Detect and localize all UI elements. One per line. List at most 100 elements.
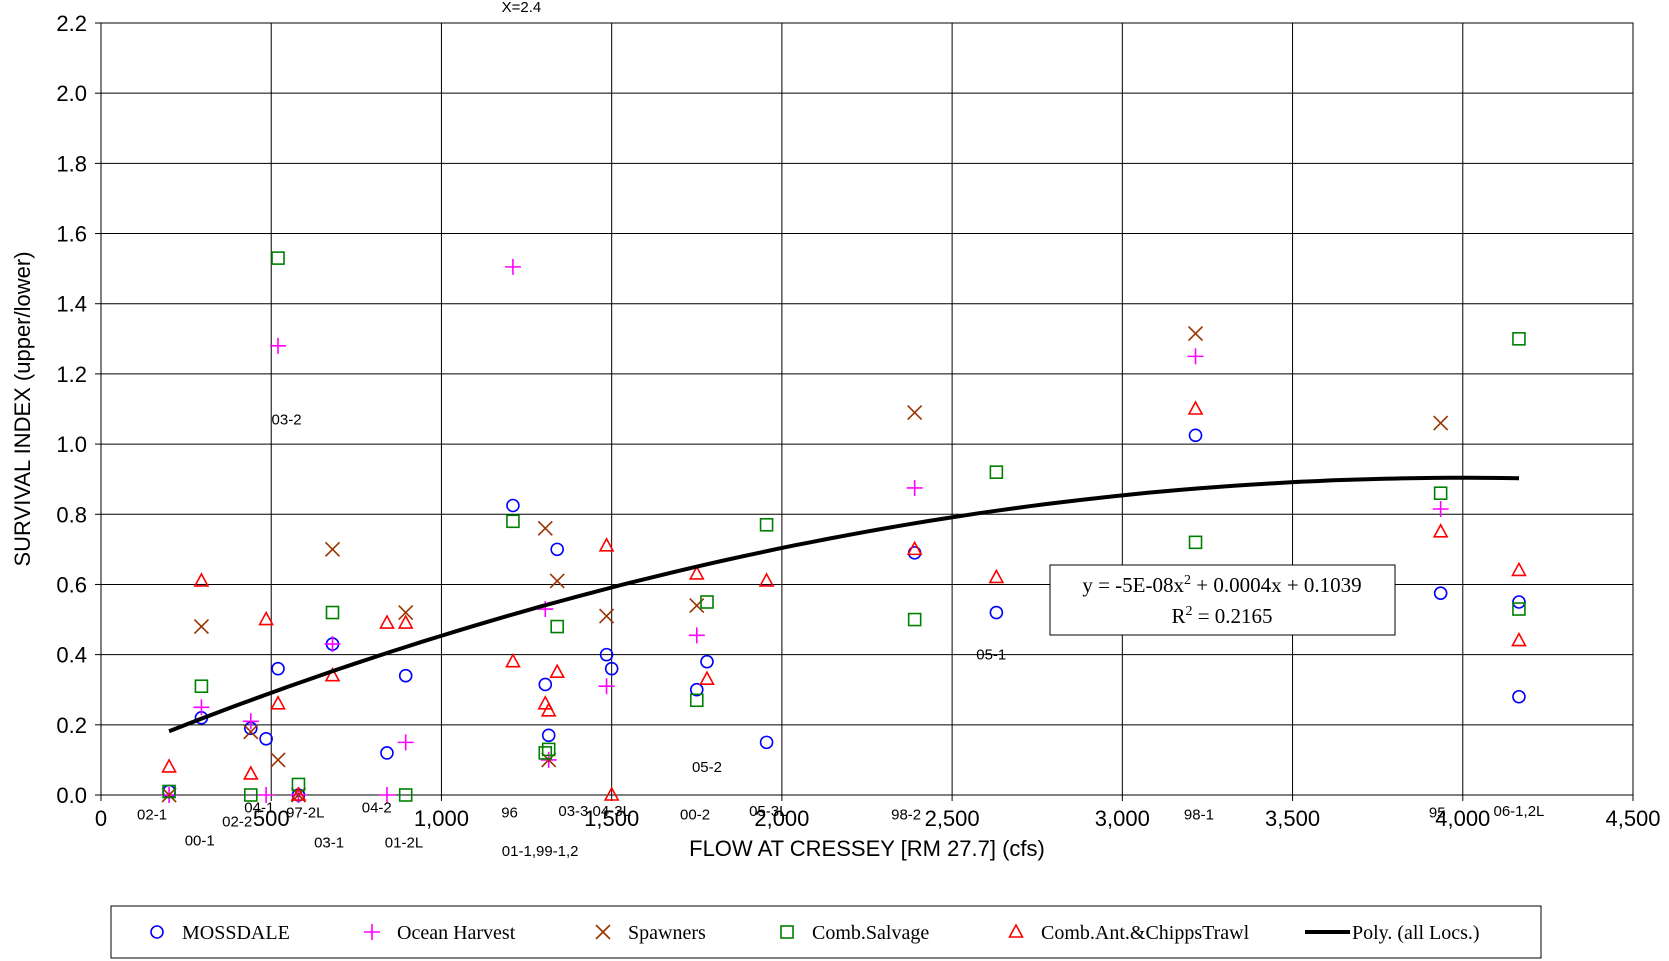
- series-triangle: [161, 400, 1527, 801]
- y-tick-label: 0.2: [56, 713, 87, 738]
- point-label: X=2.4: [502, 0, 542, 16]
- legend-marker-triangle: [1008, 923, 1024, 938]
- data-point-triangle: [1187, 400, 1204, 415]
- data-point-circle: [689, 682, 704, 697]
- data-point-circle: [271, 661, 285, 676]
- point-label: 03-2: [272, 412, 302, 429]
- equation-box-frame: [1049, 564, 1396, 636]
- legend-label: Comb.Salvage: [812, 922, 929, 944]
- equation-part: + 0.0004x + 0.1039: [1191, 573, 1362, 597]
- data-point-square: [325, 605, 340, 620]
- data-point-circle: [1188, 428, 1203, 443]
- data-point-plus: [378, 787, 395, 803]
- series-x: [161, 325, 1449, 803]
- data-point-triangle: [270, 695, 286, 710]
- data-point-square: [989, 465, 1004, 479]
- data-point-triangle: [540, 702, 557, 717]
- y-tick-label: 0.6: [56, 572, 87, 597]
- x-tick-label: 3,000: [1095, 806, 1150, 831]
- data-point-square: [700, 595, 714, 609]
- legend-label: MOSSDALE: [182, 922, 290, 944]
- data-point-triangle: [324, 667, 341, 682]
- legend-frame: [110, 905, 1542, 959]
- data-point-triangle: [688, 565, 705, 580]
- point-label: 00-1: [185, 833, 215, 850]
- x-axis-title: FLOW AT CRESSEY [RM 27.7] (cfs): [689, 836, 1045, 861]
- data-point-circle: [1512, 595, 1526, 609]
- data-point-plus: [504, 258, 521, 275]
- point-label: 98-1: [1184, 806, 1214, 823]
- data-point-plus: [397, 734, 414, 751]
- data-point-triangle: [758, 572, 775, 587]
- data-point-square: [194, 679, 209, 694]
- r-squared-part: R: [1171, 604, 1185, 628]
- x-tick-label: 2,000: [754, 806, 809, 831]
- x-tick-label: 4,500: [1605, 806, 1660, 831]
- data-point-triangle: [1511, 631, 1527, 647]
- equation-box: y = -5E-08x2 + 0.0004x + 0.1039 R2 = 0.2…: [1049, 564, 1396, 636]
- series-circle: [162, 428, 1526, 802]
- data-point-square: [291, 777, 306, 792]
- data-point-circle: [550, 542, 564, 557]
- x-tick-label: 3,500: [1265, 806, 1320, 831]
- x-tick-label: 0: [95, 806, 107, 831]
- legend-label: Ocean Harvest: [397, 922, 516, 944]
- y-axis-ticks: 0.0 0.2 0.4 0.6 0.8 1.0 1.2 1.4 1.6 1.8 2.0 2.2: [56, 11, 101, 808]
- data-point-x: [324, 541, 341, 557]
- point-label: 04-2: [362, 799, 392, 816]
- point-label: 00-2: [680, 806, 710, 823]
- equation-text: y = -5E-08x2 + 0.0004x + 0.1039: [1082, 573, 1361, 597]
- data-point-square: [550, 619, 564, 634]
- data-point-x: [598, 608, 615, 624]
- y-tick-label: 0.8: [56, 502, 87, 527]
- point-label: 01-1,99-1,2: [502, 843, 579, 860]
- point-label: 02-2: [222, 813, 252, 830]
- legend-marker-x: [595, 924, 611, 940]
- data-point-plus: [598, 678, 615, 695]
- data-point-circle: [599, 647, 614, 662]
- data-point-circle: [700, 654, 714, 669]
- point-label: 04-1: [244, 799, 274, 816]
- y-tick-label: 2.0: [56, 81, 87, 106]
- point-label: 06-1,2L: [1494, 803, 1545, 820]
- x-axis-ticks: 0 500 1,000 1,500 2,000 2,500 3,000 3,500 4,000 4…: [95, 795, 1661, 831]
- data-point-square: [907, 612, 922, 627]
- data-points: [161, 251, 1527, 803]
- x-tick-label: 1,000: [414, 806, 469, 831]
- data-point-circle: [604, 661, 619, 676]
- r-squared-superscript: 2: [1185, 604, 1192, 619]
- x-tick-label: 1,500: [584, 806, 639, 831]
- point-label: 03-1: [314, 834, 344, 851]
- point-label: 02-1: [137, 806, 167, 823]
- point-label: 98-2: [891, 806, 921, 823]
- data-point-triangle: [906, 540, 923, 556]
- data-point-x: [398, 604, 414, 621]
- data-point-triangle: [397, 614, 414, 629]
- data-point-triangle: [699, 670, 715, 685]
- series-square: [162, 251, 1526, 802]
- data-point-circle: [259, 732, 273, 746]
- data-point-triangle: [258, 610, 274, 626]
- data-point-triangle: [1432, 523, 1449, 538]
- data-point-square: [538, 746, 553, 760]
- data-point-triangle: [379, 614, 395, 629]
- legend-label: Poly. (all Locs.): [1352, 922, 1480, 944]
- data-point-square: [541, 742, 556, 757]
- data-point-x: [549, 573, 565, 589]
- plot-area-frame: [100, 22, 1634, 796]
- series-plus: [161, 258, 1449, 803]
- x-tick-label: 2,500: [925, 806, 980, 831]
- y-tick-label: 2.2: [56, 11, 87, 36]
- data-point-circle: [506, 498, 520, 513]
- data-point-square: [1188, 535, 1203, 550]
- data-point-square: [398, 788, 413, 802]
- data-point-triangle: [598, 537, 615, 552]
- data-point-triangle: [549, 663, 566, 678]
- data-point-triangle: [988, 568, 1005, 584]
- data-point-circle: [538, 677, 553, 692]
- data-point-square: [1433, 486, 1448, 501]
- data-point-x: [1433, 415, 1449, 431]
- point-label: 01-2L: [385, 834, 423, 851]
- data-point-triangle: [193, 572, 210, 587]
